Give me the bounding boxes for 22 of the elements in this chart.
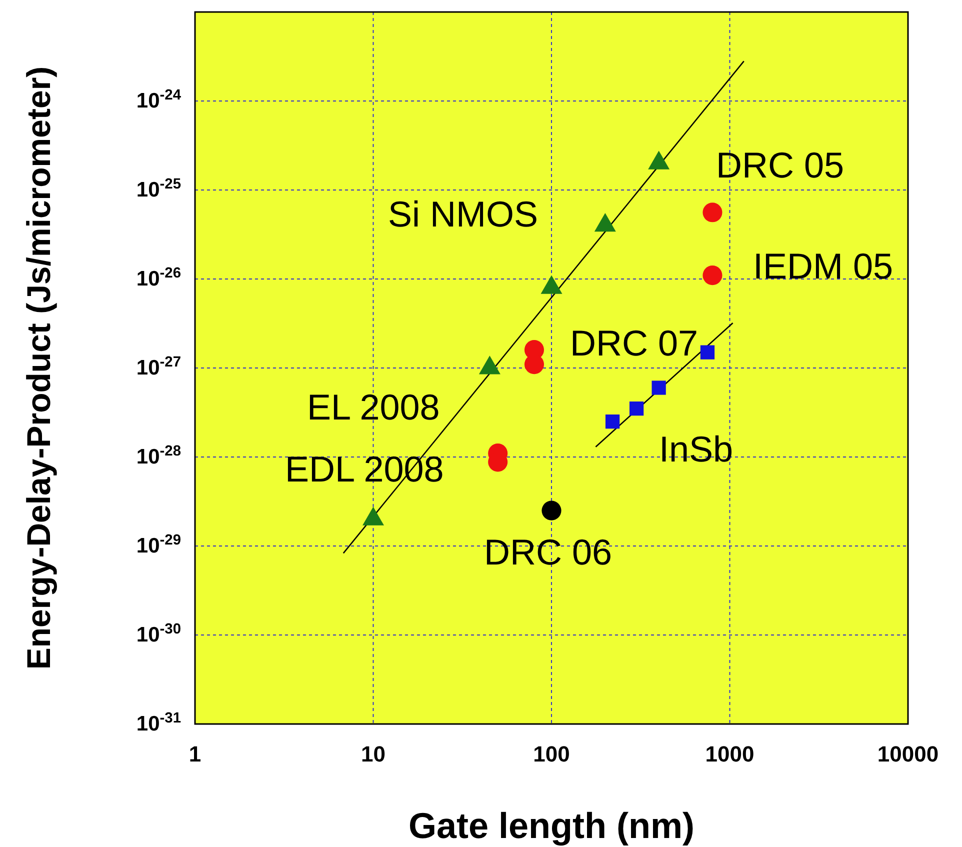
x-tick-label: 10000 xyxy=(877,742,939,767)
x-tick-label: 1000 xyxy=(705,742,754,767)
x-tick-label: 100 xyxy=(533,742,570,767)
annotation: InSb xyxy=(659,428,734,470)
y-tick-label: 10$^{-27}$ xyxy=(136,354,181,380)
annotation: IEDM 05 xyxy=(753,246,894,287)
x-axis-title: Gate length (nm) xyxy=(408,805,694,846)
y-tick-label: 10$^{-26}$ xyxy=(136,266,181,291)
annotation: Si NMOS xyxy=(388,194,538,235)
annotation: DRC 05 xyxy=(716,144,844,186)
annotation: DRC 07 xyxy=(570,322,698,364)
x-tick-label: 10 xyxy=(361,742,386,767)
y-tick-label: 10$^{-30}$ xyxy=(136,622,181,647)
annotation: EL 2008 xyxy=(307,386,440,428)
y-tick-label: 10$^{-24}$ xyxy=(136,88,182,113)
y-tick-label: 10$^{-28}$ xyxy=(136,444,181,469)
y-tick-label: 10$^{-31}$ xyxy=(136,710,181,736)
y-tick-label: 10$^{-29}$ xyxy=(136,532,181,558)
annotation: DRC 06 xyxy=(484,532,612,573)
y-tick-label: 10$^{-25}$ xyxy=(136,176,181,202)
y-axis-title: Energy-Delay-Product (Js/micrometer) xyxy=(20,66,57,670)
x-tick-label: 1 xyxy=(188,742,202,767)
